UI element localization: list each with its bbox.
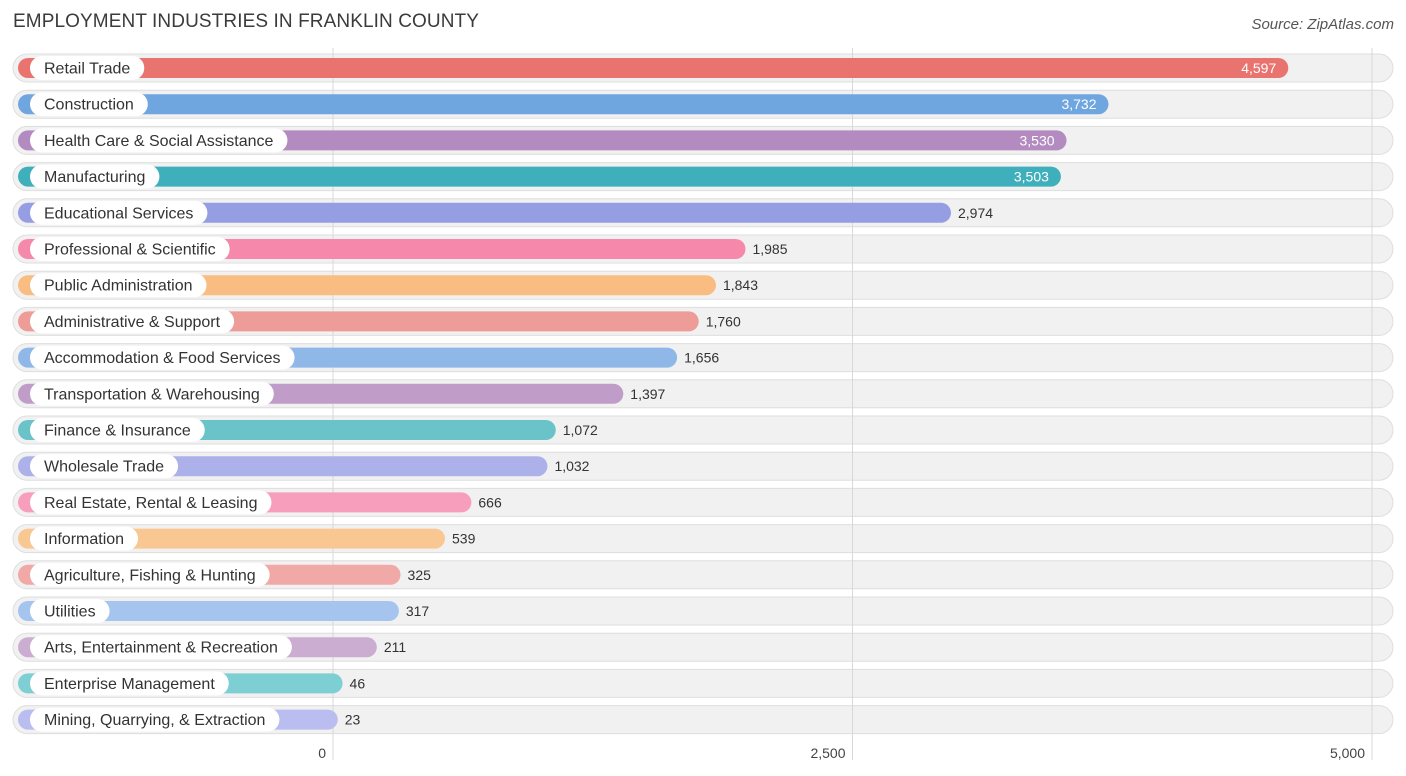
category-label-pill [30, 599, 110, 623]
value-label: 317 [406, 603, 430, 619]
bar[interactable] [18, 58, 1289, 78]
category-label-pill [30, 128, 288, 153]
chart-title: EMPLOYMENT INDUSTRIES IN FRANKLIN COUNTY [13, 11, 480, 32]
value-label: 3,530 [1019, 132, 1054, 148]
category-label-pill [30, 454, 179, 479]
category-label: Arts, Entertainment & Recreation [44, 640, 278, 657]
value-label: 1,032 [554, 458, 589, 474]
category-label: Information [44, 531, 124, 548]
value-label: 1,397 [630, 386, 665, 402]
category-label: Real Estate, Rental & Leasing [44, 495, 257, 512]
category-label: Wholesale Trade [44, 459, 164, 476]
category-label-pill [30, 707, 280, 732]
category-label-pill [30, 273, 207, 298]
category-label-pill [30, 164, 160, 189]
category-label-pill [30, 562, 270, 587]
category-label: Mining, Quarrying, & Extraction [44, 712, 265, 729]
category-label-pill [30, 200, 208, 225]
category-label: Educational Services [44, 205, 193, 222]
category-label-pill [30, 490, 272, 515]
row-track [12, 668, 1394, 698]
value-label: 1,985 [752, 241, 787, 257]
value-label: 2,974 [958, 205, 993, 221]
category-label-pill [30, 635, 292, 660]
value-label: 3,503 [1014, 169, 1049, 185]
category-label: Construction [44, 97, 134, 114]
category-label: Public Administration [44, 278, 193, 295]
category-label: Transportation & Warehousing [44, 386, 260, 403]
bar[interactable] [18, 94, 1109, 115]
category-label: Health Care & Social Assistance [44, 133, 274, 150]
category-label-pill [30, 345, 295, 370]
x-tick-label: 5,000 [1330, 745, 1365, 761]
category-label: Accommodation & Food Services [44, 350, 281, 367]
category-label: Professional & Scientific [44, 242, 216, 259]
value-label: 46 [350, 675, 366, 691]
value-label: 211 [384, 639, 407, 655]
category-label-pill [30, 418, 205, 442]
value-label: 1,843 [723, 277, 758, 293]
category-label: Utilities [44, 604, 96, 621]
value-label: 539 [452, 531, 476, 547]
x-tick-label: 0 [318, 745, 326, 761]
source-label: Source: ZipAtlas.com [1251, 16, 1394, 33]
bar[interactable] [18, 601, 399, 621]
value-label: 1,072 [563, 422, 598, 438]
category-label: Finance & Insurance [44, 423, 191, 440]
value-label: 23 [345, 712, 361, 728]
category-label: Administrative & Support [44, 314, 221, 331]
category-label-pill [30, 237, 230, 261]
category-label: Agriculture, Fishing & Hunting [44, 567, 256, 584]
value-label: 325 [408, 567, 432, 583]
value-label: 3,732 [1061, 96, 1096, 112]
value-label: 4,597 [1241, 60, 1276, 76]
category-label-pill [30, 92, 148, 117]
category-label: Manufacturing [44, 169, 145, 186]
category-label-pill [30, 381, 274, 406]
category-label: Retail Trade [44, 61, 130, 78]
category-label-pill [30, 56, 145, 80]
value-label: 666 [478, 494, 502, 510]
bar[interactable] [18, 166, 1061, 187]
x-tick-label: 2,500 [810, 745, 845, 761]
row-track [12, 705, 1394, 735]
category-label-pill [30, 526, 139, 551]
bar[interactable] [18, 202, 951, 223]
category-label-pill [30, 671, 229, 696]
value-label: 1,656 [684, 350, 719, 366]
category-label-pill [30, 309, 235, 334]
category-label: Enterprise Management [44, 676, 215, 693]
value-label: 1,760 [706, 313, 741, 329]
